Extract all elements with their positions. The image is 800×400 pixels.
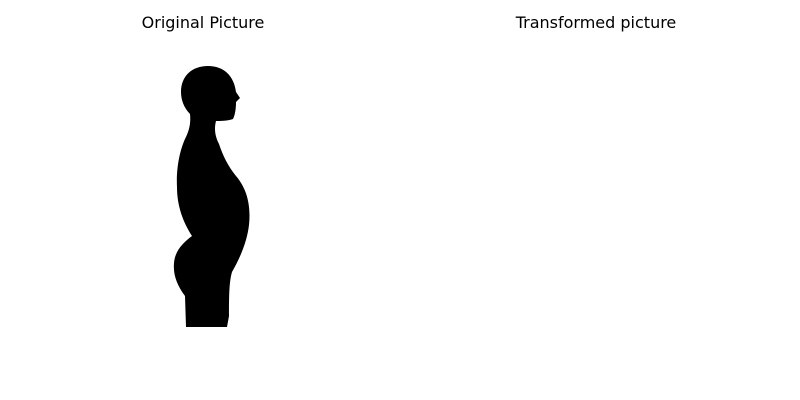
- original-picture-title: Original Picture: [141, 13, 265, 32]
- original-picture-panel: Original Picture: [141, 13, 265, 327]
- transformed-picture-panel: Transformed picture: [400, 0, 800, 400]
- transformed-picture-canvas: [400, 40, 800, 360]
- human-profile-silhouette: [173, 66, 250, 327]
- transformed-picture-title: Transformed picture: [515, 13, 677, 32]
- human-silhouette-image: [173, 66, 250, 327]
